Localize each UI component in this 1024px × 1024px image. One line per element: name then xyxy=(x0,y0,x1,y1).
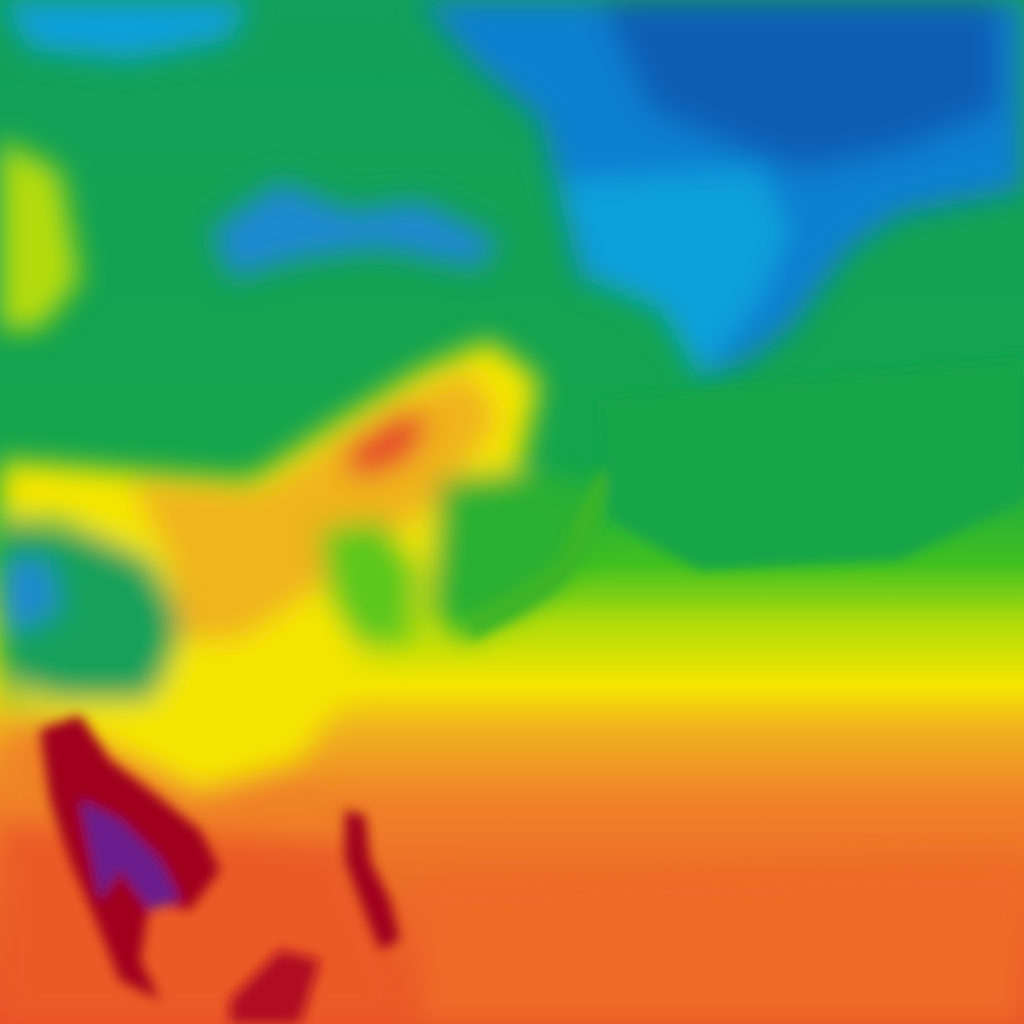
indochina-purple-core xyxy=(80,800,180,910)
yellow-sea xyxy=(320,520,420,650)
north-china-hotspot xyxy=(340,410,430,480)
korea-japan-green xyxy=(430,470,590,640)
pacific-green-band xyxy=(600,360,1024,570)
siberia-deep-cold xyxy=(600,0,1000,170)
northwest-corner-cold xyxy=(0,0,250,60)
mongolian-cold-patches xyxy=(210,180,500,280)
pacific-orange-south xyxy=(420,860,1024,1024)
tibet-cold-patch xyxy=(0,560,60,630)
west-yellowgreen xyxy=(0,140,80,330)
borneo xyxy=(230,950,320,1024)
japan-islands xyxy=(470,470,610,640)
philippines xyxy=(345,810,400,950)
sea-of-okhotsk xyxy=(560,170,790,380)
